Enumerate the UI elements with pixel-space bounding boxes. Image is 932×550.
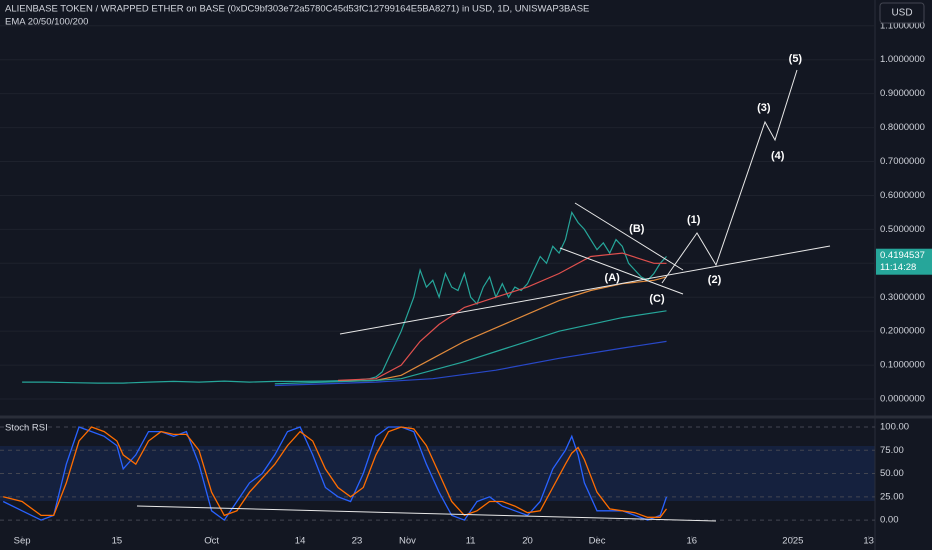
x-tick-label: 14 — [295, 536, 306, 547]
countdown-label: 11:14:28 — [880, 262, 916, 273]
x-tick-label: 11 — [466, 536, 476, 547]
wave-projection — [661, 69, 798, 284]
x-tick-label: 23 — [352, 536, 363, 547]
y-tick-label: 0.0000000 — [880, 394, 925, 405]
y-tick-label: 0.00 — [880, 515, 899, 526]
currency-button[interactable] — [879, 2, 925, 24]
y-tick-label: 0.5000000 — [880, 224, 925, 235]
y-tick-label: 1.1000000 — [880, 20, 925, 31]
x-tick-label: 2025 — [782, 536, 803, 547]
series-line — [3, 426, 668, 518]
series-line — [2, 426, 668, 522]
currency-button-label[interactable]: USD — [891, 8, 912, 19]
chart-title: ALIENBASE TOKEN / WRAPPED ETHER on BASE … — [5, 4, 589, 15]
x-tick-label: 20 — [522, 536, 533, 547]
x-tick-label: 13 — [863, 536, 874, 547]
wave-label: (C) — [649, 293, 665, 305]
series-line — [274, 340, 667, 387]
x-tick-label: Oct — [204, 536, 219, 547]
x-tick-label: Nov — [399, 536, 416, 547]
wave-label: (4) — [771, 150, 785, 162]
series-line — [22, 210, 667, 384]
x-tick-label: 16 — [686, 536, 697, 547]
y-tick-label: 0.1000000 — [880, 360, 925, 371]
plots: 0.00000000.10000000.20000000.30000000.40… — [0, 20, 925, 547]
wave-label: (A) — [605, 272, 621, 284]
stoch-trendline — [136, 505, 717, 522]
series-line — [274, 310, 667, 385]
wave-label: (3) — [757, 102, 771, 114]
y-tick-label: 100.00 — [880, 421, 909, 432]
y-tick-label: 50.00 — [880, 468, 904, 479]
wave-label: (B) — [629, 223, 645, 235]
x-tick-label: Dec — [589, 536, 606, 547]
x-tick-label: 15 — [112, 536, 123, 547]
wave-label: (2) — [708, 274, 722, 286]
drawings — [136, 69, 831, 522]
y-tick-label: 0.8000000 — [880, 122, 925, 133]
y-tick-label: 1.0000000 — [880, 54, 925, 65]
series-line — [337, 276, 667, 382]
series-line — [337, 252, 667, 381]
price-tag-label: 0.4194537 — [880, 250, 925, 261]
wedge-lower — [559, 247, 684, 295]
x-tick-label: Sep — [14, 536, 31, 547]
wave-label: (1) — [687, 214, 701, 226]
trendline — [339, 245, 831, 335]
stoch-title: Stoch RSI — [5, 423, 48, 434]
y-tick-label: 0.9000000 — [880, 88, 925, 99]
wedge-upper — [574, 202, 684, 271]
y-tick-label: 0.2000000 — [880, 326, 925, 337]
y-tick-label: 75.00 — [880, 445, 904, 456]
price-tag — [876, 248, 932, 275]
y-tick-label: 0.3000000 — [880, 292, 925, 303]
wave-label: (5) — [789, 53, 803, 65]
y-tick-label: 0.6000000 — [880, 190, 925, 201]
y-tick-label: 0.7000000 — [880, 156, 925, 167]
y-tick-label: 25.00 — [880, 491, 904, 502]
indicator-label: EMA 20/50/100/200 — [5, 17, 88, 28]
